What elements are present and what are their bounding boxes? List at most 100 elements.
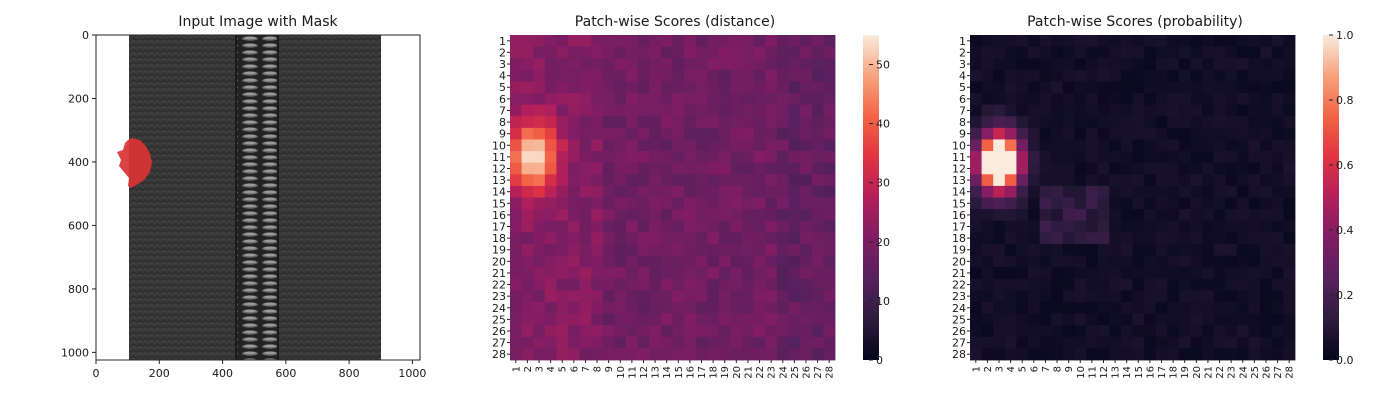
heatmap-cell — [993, 290, 1006, 303]
heatmap-cell — [742, 46, 755, 59]
heatmap-cell — [1074, 127, 1087, 140]
heatmap-cell — [1225, 301, 1238, 314]
heatmap-cell — [695, 69, 708, 82]
heatmap-cell — [776, 301, 789, 314]
col-tick-label: 25 — [1250, 366, 1261, 379]
col-tick-label: 7 — [581, 366, 592, 372]
heatmap-cell — [1039, 185, 1052, 198]
heatmap-cell — [823, 220, 836, 233]
heatmap-cell — [1225, 232, 1238, 245]
heatmap-cell — [718, 58, 731, 71]
heatmap-cell — [1074, 267, 1087, 280]
heatmap-cell — [544, 93, 557, 106]
heatmap-cell — [1190, 232, 1203, 245]
heatmap-cell — [637, 336, 650, 349]
heatmap-cell — [1086, 313, 1099, 326]
row-tick-label: 15 — [492, 197, 506, 210]
heatmap-cell — [1144, 348, 1157, 361]
heatmap-cell — [1225, 197, 1238, 210]
y-tick-label: 800 — [68, 283, 89, 296]
heatmap-cell — [684, 151, 697, 164]
heatmap-cell — [521, 209, 534, 222]
heatmap-cell — [1155, 209, 1168, 222]
heatmap-cell — [695, 313, 708, 326]
heatmap-cell — [1109, 104, 1122, 117]
heatmap-cell — [1248, 116, 1261, 129]
probability-heatmap-row-labels: 1234567891011121314151617181920212223242… — [952, 35, 970, 361]
heatmap-cell — [1004, 278, 1017, 291]
heatmap-cell — [1074, 174, 1087, 187]
heatmap-cell — [718, 313, 731, 326]
heatmap-cell — [1074, 139, 1087, 152]
heatmap-cell — [1248, 93, 1261, 106]
heatmap-cell — [970, 174, 983, 187]
heatmap-cell — [1028, 58, 1041, 71]
heatmap-cell — [1225, 209, 1238, 222]
heatmap-cell — [695, 336, 708, 349]
heatmap-cell — [544, 58, 557, 71]
heatmap-cell — [1167, 93, 1180, 106]
heatmap-cell — [823, 93, 836, 106]
heatmap-cell — [1004, 139, 1017, 152]
heatmap-cell — [568, 174, 581, 187]
heatmap-cell — [1062, 69, 1075, 82]
heatmap-cell — [1132, 69, 1145, 82]
heatmap-cell — [649, 139, 662, 152]
heatmap-cell — [811, 348, 824, 361]
heatmap-cell — [1074, 243, 1087, 256]
heatmap-cell — [1074, 151, 1087, 164]
col-tick-label: 3 — [535, 366, 546, 372]
heatmap-cell — [730, 232, 743, 245]
heatmap-cell — [981, 151, 994, 164]
heatmap-cell — [579, 93, 592, 106]
y-tick-label: 400 — [68, 156, 89, 169]
heatmap-cell — [823, 255, 836, 268]
heatmap-cell — [660, 348, 673, 361]
row-tick-label: 17 — [492, 221, 506, 234]
heatmap-cell — [568, 301, 581, 314]
heatmap-cell — [1236, 174, 1249, 187]
heatmap-cell — [718, 336, 731, 349]
col-tick-label: 4 — [1006, 366, 1017, 372]
heatmap-cell — [1097, 220, 1110, 233]
heatmap-cell — [823, 243, 836, 256]
heatmap-cell — [649, 151, 662, 164]
heatmap-cell — [1283, 336, 1296, 349]
heatmap-cell — [637, 151, 650, 164]
heatmap-cell — [1202, 278, 1215, 291]
heatmap-cell — [1132, 174, 1145, 187]
heatmap-cell — [1271, 243, 1284, 256]
heatmap-cell — [1132, 348, 1145, 361]
heatmap-cell — [1167, 81, 1180, 94]
distance-heatmap-title: Patch-wise Scores (distance) — [575, 14, 775, 30]
heatmap-cell — [1190, 197, 1203, 210]
heatmap-cell — [1109, 313, 1122, 326]
heatmap-cell — [1144, 267, 1157, 280]
heatmap-cell — [1202, 139, 1215, 152]
heatmap-cell — [993, 46, 1006, 59]
heatmap-cell — [1190, 185, 1203, 198]
heatmap-cell — [1039, 151, 1052, 164]
heatmap-cell — [1132, 46, 1145, 59]
heatmap-cell — [1051, 255, 1064, 268]
heatmap-cell — [521, 325, 534, 338]
heatmap-cell — [556, 267, 569, 280]
heatmap-cell — [568, 278, 581, 291]
heatmap-cell — [765, 348, 778, 361]
heatmap-cell — [695, 139, 708, 152]
heatmap-cell — [981, 162, 994, 175]
heatmap-cell — [1051, 46, 1064, 59]
heatmap-cell — [800, 127, 813, 140]
col-tick-label: 17 — [1157, 366, 1168, 379]
heatmap-cell — [970, 116, 983, 129]
col-tick-label: 11 — [1087, 366, 1098, 379]
heatmap-cell — [568, 336, 581, 349]
heatmap-cell — [981, 127, 994, 140]
heatmap-cell — [602, 301, 615, 314]
heatmap-cell — [800, 139, 813, 152]
heatmap-cell — [1051, 93, 1064, 106]
heatmap-cell — [742, 69, 755, 82]
heatmap-cell — [1225, 278, 1238, 291]
heatmap-cell — [981, 58, 994, 71]
heatmap-cell — [556, 290, 569, 303]
